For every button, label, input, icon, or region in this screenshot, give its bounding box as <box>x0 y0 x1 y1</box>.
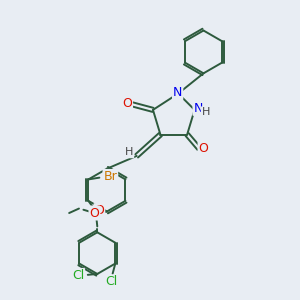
Text: O: O <box>94 204 104 217</box>
Text: O: O <box>89 206 99 220</box>
Text: O: O <box>199 142 208 155</box>
Text: H: H <box>125 147 134 158</box>
Text: Cl: Cl <box>106 275 118 289</box>
Text: H: H <box>202 107 210 117</box>
Text: N: N <box>173 86 182 99</box>
Text: Br: Br <box>103 170 117 183</box>
Text: Cl: Cl <box>72 269 84 282</box>
Text: O: O <box>122 98 132 110</box>
Text: N: N <box>194 102 203 115</box>
